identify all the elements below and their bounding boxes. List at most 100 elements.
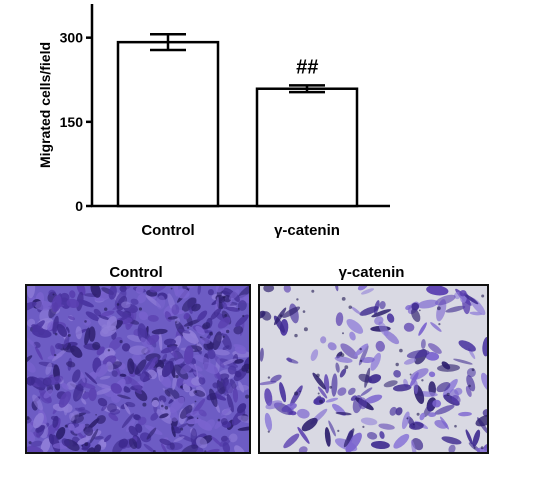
membrane-pore <box>316 373 320 378</box>
membrane-pore <box>337 429 340 432</box>
stained-cell <box>102 355 117 366</box>
stained-cell <box>374 316 384 325</box>
y-tick-label: 150 <box>60 114 84 130</box>
stained-cell <box>84 327 91 345</box>
stained-cell <box>45 362 52 375</box>
stained-cell <box>453 358 473 365</box>
stained-cell <box>207 289 214 296</box>
stained-cell <box>192 398 206 415</box>
bar <box>255 87 359 208</box>
stained-cell <box>27 418 35 432</box>
stained-cell <box>472 429 481 447</box>
stained-cell <box>33 431 41 439</box>
stained-cell <box>66 361 76 368</box>
stained-cell <box>202 362 219 375</box>
stained-cell <box>158 332 163 351</box>
stained-cell <box>233 325 244 335</box>
stained-cell <box>143 443 155 452</box>
membrane-pore <box>359 359 363 363</box>
stained-cell <box>195 325 205 335</box>
stained-cell <box>282 306 301 318</box>
stained-cell <box>418 322 427 336</box>
stained-cell <box>236 403 247 414</box>
stained-cell <box>296 408 310 419</box>
stained-cell <box>378 423 395 430</box>
stained-cell <box>432 399 442 408</box>
stained-cell <box>211 436 222 447</box>
stained-cell <box>111 370 118 377</box>
stained-cell <box>454 387 463 396</box>
stained-cell <box>127 334 144 343</box>
stained-cell <box>77 299 94 308</box>
stained-cell <box>131 353 142 364</box>
stained-cell <box>359 306 379 316</box>
stained-cell <box>181 297 197 312</box>
micrograph-title-control: Control <box>109 264 163 281</box>
stained-cell <box>108 412 119 422</box>
stained-cell <box>138 311 149 321</box>
stained-cell <box>63 334 70 349</box>
stained-cell <box>195 447 204 452</box>
membrane-pore <box>473 446 476 449</box>
stained-cell <box>135 286 144 294</box>
membrane-pore <box>119 340 123 344</box>
stained-cell <box>118 438 129 448</box>
membrane-pore <box>67 333 71 337</box>
stained-cell <box>469 311 483 316</box>
stained-cell <box>229 379 237 390</box>
stained-cell <box>51 375 64 385</box>
membrane-pore <box>348 305 352 309</box>
stained-cell <box>117 394 131 400</box>
stained-cell <box>335 286 339 292</box>
stained-cell <box>260 347 264 362</box>
stained-cell <box>156 295 166 310</box>
membrane-pore <box>180 427 184 431</box>
stained-cell <box>466 375 476 392</box>
stained-cell <box>215 286 226 293</box>
stained-cell <box>463 293 479 305</box>
stained-cell <box>98 315 110 320</box>
stained-cell <box>123 403 131 415</box>
stained-cell <box>234 370 242 378</box>
stained-cell <box>349 331 356 341</box>
stained-cell <box>232 387 239 403</box>
stained-cell <box>27 360 36 373</box>
stained-cell <box>226 393 234 413</box>
stained-cell <box>85 311 100 322</box>
stained-cell <box>383 380 398 388</box>
stained-cell <box>229 289 240 300</box>
stained-cell <box>89 428 99 444</box>
stained-cell <box>263 286 275 293</box>
micrograph-title-gamma-catenin: γ-catenin <box>338 264 405 281</box>
membrane-pore <box>399 348 403 353</box>
stained-cell <box>31 328 52 338</box>
stained-cell <box>389 406 398 416</box>
stained-cell <box>176 288 190 299</box>
stained-cell <box>95 364 109 377</box>
stained-cell <box>214 372 221 379</box>
stained-cell <box>56 323 68 337</box>
stained-cell <box>182 330 199 344</box>
stained-cell <box>55 343 63 350</box>
membrane-pore <box>340 353 345 357</box>
stained-cell <box>213 355 225 369</box>
stained-cell <box>70 431 78 436</box>
stained-cell <box>420 339 426 349</box>
stained-cell <box>317 386 328 399</box>
stained-cell <box>149 286 167 293</box>
membrane-pore <box>81 444 83 447</box>
stained-cell <box>458 340 476 352</box>
stained-cell <box>243 296 249 304</box>
stained-cell <box>234 346 247 355</box>
stained-cell <box>368 374 382 384</box>
stained-cell <box>364 367 371 388</box>
stained-cell <box>77 437 90 445</box>
membrane-pore <box>217 418 221 422</box>
stained-cell <box>34 345 43 361</box>
bar <box>116 40 220 208</box>
stained-cell <box>335 411 352 416</box>
stained-cell <box>95 388 111 395</box>
stained-cell <box>195 437 208 449</box>
stained-cell <box>73 383 84 402</box>
